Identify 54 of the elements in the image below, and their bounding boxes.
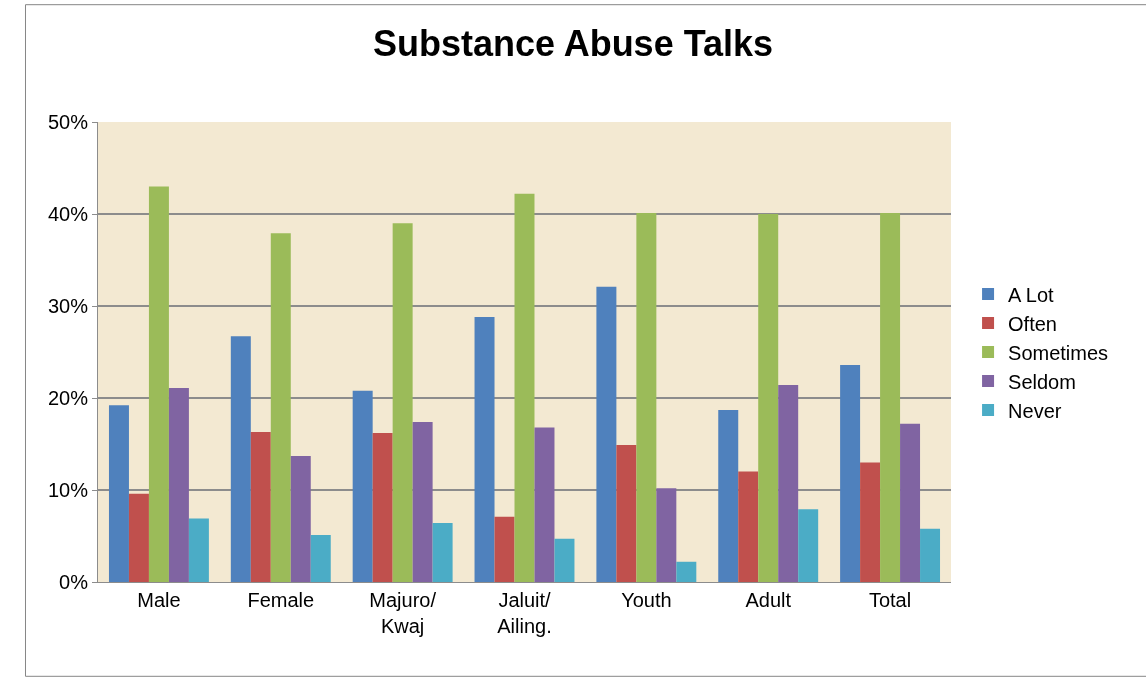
bar	[372, 432, 393, 582]
legend-label: Often	[1008, 312, 1057, 335]
bar	[392, 223, 413, 582]
x-tick-label: Youth	[621, 589, 672, 611]
bar	[230, 336, 251, 582]
bar	[860, 462, 881, 582]
x-tick-label: Total	[868, 589, 912, 611]
bar	[270, 233, 291, 582]
bar	[676, 561, 697, 582]
x-tick-label: Female	[247, 589, 315, 611]
x-tick-label: Jaluit/ Ailing.	[497, 589, 552, 637]
bar	[148, 186, 169, 582]
y-tick-label: 10%	[47, 479, 89, 501]
bar	[168, 387, 189, 582]
y-tick-label: 30%	[47, 295, 89, 317]
bar	[494, 516, 515, 582]
bar	[534, 427, 555, 582]
bar	[920, 528, 941, 582]
y-tick-label: 40%	[47, 203, 89, 225]
bar	[310, 535, 331, 582]
bar	[412, 421, 433, 582]
bar	[798, 509, 819, 582]
bar	[188, 518, 209, 582]
legend-label: Sometimes	[1008, 341, 1109, 364]
bar	[474, 317, 495, 582]
bar	[352, 390, 373, 582]
bar	[250, 432, 271, 582]
bar	[616, 444, 637, 582]
bar	[900, 423, 921, 582]
bar	[880, 213, 901, 582]
bar	[290, 455, 311, 582]
bar	[128, 493, 149, 582]
legend-label: A Lot	[1008, 283, 1055, 306]
y-tick-label: 50%	[47, 111, 89, 133]
x-tick-label: Majuro/ Kwaj	[369, 589, 437, 637]
x-tick-label: Male	[137, 589, 181, 611]
y-tick-label: 0%	[59, 571, 89, 593]
legend-label: Seldom	[1008, 370, 1076, 393]
chart-title: Substance Abuse Talks	[372, 22, 774, 64]
bar	[432, 523, 453, 582]
bar	[636, 213, 657, 582]
bar	[738, 471, 759, 582]
bar	[108, 405, 129, 582]
bar	[758, 214, 779, 582]
bar	[718, 409, 739, 582]
legend-label: Never	[1008, 399, 1062, 422]
x-tick-label: Adult	[745, 589, 792, 611]
bar	[840, 364, 861, 582]
bar	[778, 385, 799, 582]
bar	[514, 193, 535, 582]
bar	[554, 538, 575, 582]
bar	[656, 488, 677, 582]
bar	[596, 286, 617, 582]
y-tick-label: 20%	[47, 387, 89, 409]
